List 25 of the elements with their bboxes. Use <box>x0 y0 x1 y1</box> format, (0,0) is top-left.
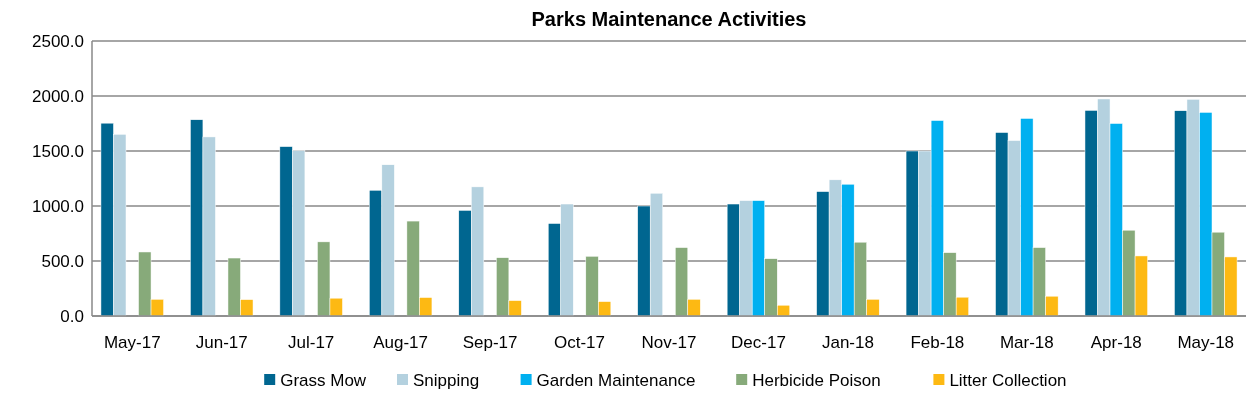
x-tick-label: Mar-18 <box>999 333 1054 352</box>
x-tick-label: Dec-17 <box>731 333 786 352</box>
x-tick-label: Jul-17 <box>288 333 335 352</box>
x-tick-label: Aug-17 <box>373 333 429 352</box>
y-tick-label: 500.0 <box>41 251 84 271</box>
x-tick-label: Jun-17 <box>195 333 248 352</box>
x-tick-label: Oct-17 <box>554 333 606 352</box>
x-tick-label: Apr-18 <box>1090 333 1142 352</box>
legend-label: Grass Mow <box>280 371 367 390</box>
x-tick-label: May-17 <box>103 333 161 352</box>
legend-label: Herbicide Poison <box>752 371 881 390</box>
legend-label: Snipping <box>413 371 480 390</box>
legend-label: Garden Maintenance <box>536 371 696 390</box>
x-tick-label: Nov-17 <box>641 333 697 352</box>
y-tick-label: 0.0 <box>60 306 84 326</box>
y-tick-label: 2500.0 <box>32 31 84 51</box>
x-tick-label: May-18 <box>1177 333 1235 352</box>
x-tick-label: Feb-18 <box>910 333 965 352</box>
y-tick-label: 2000.0 <box>32 86 84 106</box>
x-tick-label: Sep-17 <box>462 333 518 352</box>
x-tick-label: Jan-18 <box>821 333 874 352</box>
y-tick-label: 1000.0 <box>32 196 84 216</box>
legend-label: Litter Collection <box>949 371 1067 390</box>
y-tick-label: 1500.0 <box>32 141 84 161</box>
chart-title: Parks Maintenance Activities <box>531 8 807 30</box>
